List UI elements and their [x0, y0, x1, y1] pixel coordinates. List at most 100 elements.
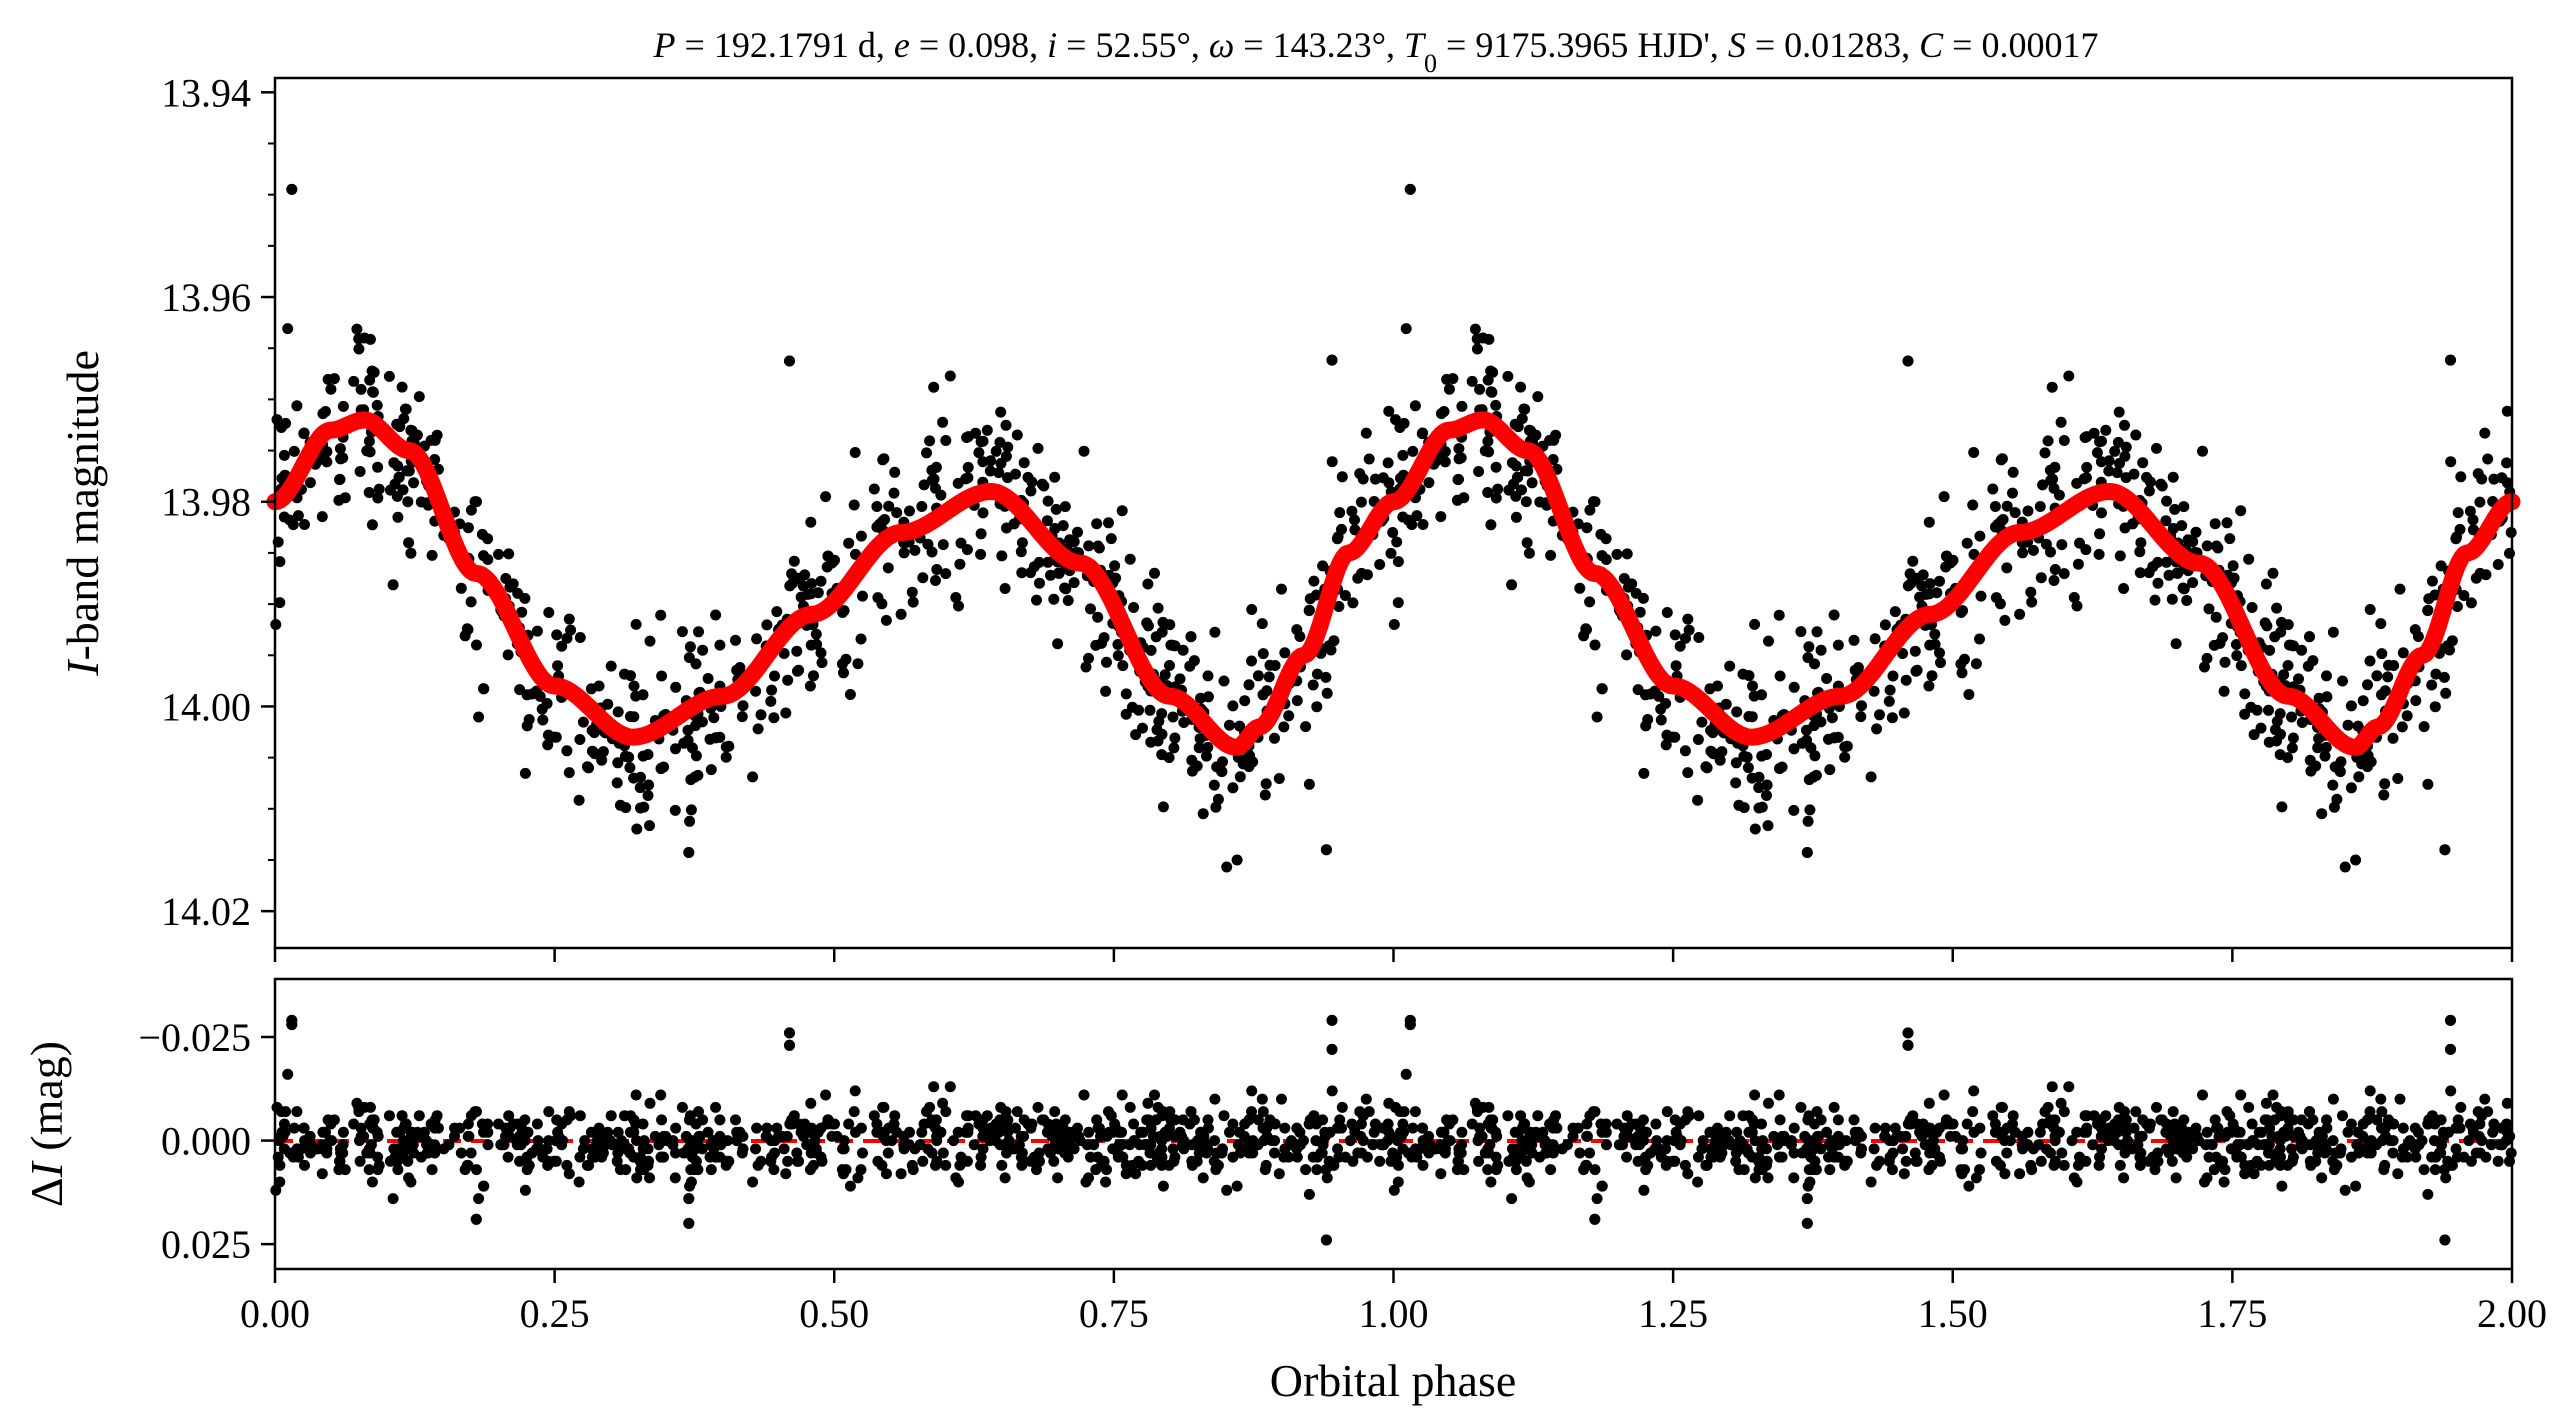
data-point	[2007, 466, 2019, 478]
data-point	[1339, 590, 1351, 601]
residual-point	[337, 1139, 349, 1151]
residual-point	[676, 1101, 688, 1113]
data-point	[2465, 597, 2477, 609]
data-point	[1683, 624, 1695, 636]
data-point	[1642, 714, 1654, 725]
data-point	[2378, 789, 2390, 801]
residual-point	[2149, 1164, 2161, 1176]
residual-point	[1944, 1118, 1956, 1130]
data-point	[1884, 684, 1896, 696]
residual-point	[1368, 1126, 1380, 1138]
data-point	[689, 771, 701, 783]
residual-point	[2285, 1114, 2297, 1126]
residual-point	[2320, 1143, 2332, 1155]
residual-point	[1045, 1147, 1056, 1159]
data-point	[1156, 749, 1168, 761]
residual-point	[2275, 1110, 2287, 1122]
data-point	[2022, 505, 2034, 517]
data-point	[993, 467, 1005, 479]
residual-point	[2117, 1139, 2129, 1151]
residual-point	[1692, 1176, 1704, 1188]
data-point	[2455, 471, 2467, 483]
residual-point	[1178, 1143, 1190, 1155]
data-point	[2094, 528, 2106, 540]
residual-point	[1581, 1118, 1593, 1130]
residual-point	[2130, 1106, 2142, 1118]
residual-point	[2267, 1089, 2279, 1101]
data-point	[1924, 578, 1936, 590]
data-point	[1815, 644, 1827, 656]
data-point	[612, 706, 624, 718]
residual-point	[429, 1122, 441, 1134]
residual-point	[1975, 1147, 1987, 1159]
data-point	[1655, 714, 1667, 726]
x-tick-label: 0.50	[799, 1291, 869, 1336]
x-tick-label: 1.75	[2197, 1291, 2267, 1336]
residual-point	[1925, 1139, 1937, 1151]
residual-point	[1674, 1139, 1686, 1151]
data-point	[531, 625, 543, 637]
data-point	[1743, 711, 1755, 722]
residual-point	[1091, 1114, 1103, 1126]
data-point	[1692, 734, 1704, 745]
data-point	[1848, 634, 1860, 646]
x-tick-label: 0.25	[520, 1291, 590, 1336]
data-point	[2327, 626, 2339, 638]
residual-point	[1326, 1085, 1338, 1097]
data-point	[1038, 480, 1050, 492]
data-point	[1041, 515, 1053, 527]
title-omega-symbol: ω	[1209, 25, 1234, 65]
data-point	[2337, 675, 2348, 687]
residual-point	[1720, 1126, 1732, 1138]
residual-point	[808, 1159, 819, 1171]
residual-point	[1510, 1164, 1522, 1176]
residual-point	[1246, 1106, 1257, 1118]
data-point	[619, 668, 630, 680]
residual-point	[731, 1135, 743, 1147]
residual-point	[1923, 1097, 1935, 1109]
residual-point	[1167, 1143, 1179, 1155]
residual-point	[2435, 1114, 2447, 1126]
residual-point	[843, 1118, 855, 1130]
data-point	[2151, 442, 2162, 454]
residual-point	[1458, 1164, 1470, 1176]
residual-point	[2245, 1159, 2257, 1171]
residual-point	[1317, 1114, 1329, 1126]
data-point	[1142, 578, 1154, 590]
title-i-symbol: i	[1047, 25, 1057, 65]
residual-point	[811, 1147, 823, 1159]
data-point	[2001, 500, 2013, 512]
residual-point	[337, 1126, 349, 1138]
data-point	[1100, 685, 1112, 697]
residual-point	[1052, 1172, 1064, 1184]
residual-point	[878, 1101, 890, 1113]
residual-point	[1010, 1122, 1021, 1134]
residual-point	[614, 1164, 626, 1176]
data-point	[614, 799, 626, 811]
residual-point	[2071, 1126, 2083, 1138]
residual-point	[1591, 1193, 1603, 1205]
data-point	[826, 557, 838, 569]
residual-point	[2132, 1139, 2144, 1151]
data-point	[786, 577, 798, 589]
data-point	[1031, 594, 1042, 606]
data-point	[877, 515, 889, 527]
data-point	[2422, 605, 2434, 617]
residual-point	[693, 1106, 704, 1118]
data-point	[2128, 468, 2140, 480]
data-point	[1584, 596, 1596, 608]
data-point	[1802, 652, 1814, 664]
residual-point	[1683, 1110, 1695, 1122]
data-point	[737, 700, 749, 712]
data-point	[2501, 405, 2513, 417]
residual-point	[534, 1143, 546, 1155]
data-point	[2053, 489, 2065, 501]
residual-point	[944, 1081, 956, 1093]
residual-point	[577, 1143, 589, 1155]
data-point	[1773, 609, 1785, 621]
residual-point	[684, 1135, 696, 1147]
residual-point	[1142, 1097, 1154, 1109]
data-point	[1211, 761, 1223, 773]
residual-point	[1124, 1101, 1136, 1113]
data-point	[1753, 771, 1765, 783]
